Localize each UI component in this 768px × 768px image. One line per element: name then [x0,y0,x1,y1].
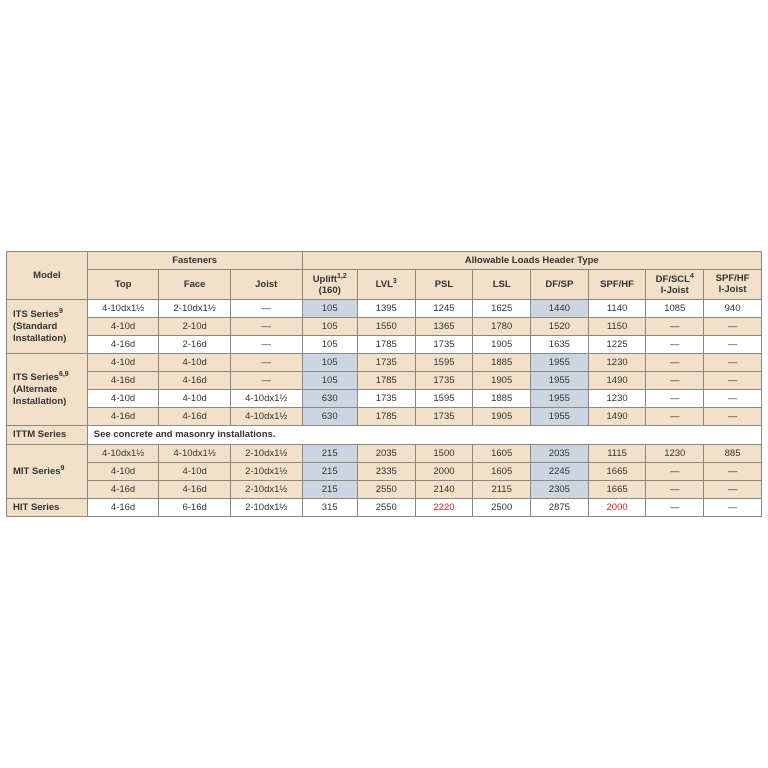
hdr-spfhf-ijoist: SPF/HFI-Joist [704,269,762,299]
hdr-top: Top [87,269,159,299]
model-hit: HIT Series [7,498,88,517]
hdr-joist: Joist [230,269,302,299]
table-row: 4-16d4-16d4-10dx1½ 630178517351905195514… [7,407,762,425]
table-row: ITS Series9(StandardInstallation) 4-10dx… [7,299,762,317]
model-its-std: ITS Series9(StandardInstallation) [7,299,88,353]
hdr-face: Face [159,269,231,299]
table-row: ITS Series6,9(AlternateInstallation) 4-1… [7,353,762,371]
table-row: 4-16d4-16d2-10dx1½ 215255021402115230516… [7,480,762,498]
hdr-uplift: Uplift1,2(160) [302,269,357,299]
table-row: 4-16d4-16d— 10517851735190519551490—— [7,371,762,389]
ittm-note: See concrete and masonry installations. [87,425,761,444]
table-row: 4-16d2-16d— 10517851735190516351225—— [7,335,762,353]
model-its-alt: ITS Series6,9(AlternateInstallation) [7,353,88,425]
table-row: 4-10d2-10d— 10515501365178015201150—— [7,317,762,335]
hdr-psl: PSL [415,269,473,299]
hdr-spfhf: SPF/HF [588,269,646,299]
hdr-allowable: Allowable Loads Header Type [302,251,762,269]
hdr-dfscl-ijoist: DF/SCL4I-Joist [646,269,704,299]
hdr-fasteners: Fasteners [87,251,302,269]
hdr-lsl: LSL [473,269,531,299]
load-table-container: Model Fasteners Allowable Loads Header T… [6,251,762,518]
model-ittm: ITTM Series [7,425,88,444]
table-row: HIT Series 4-16d6-16d2-10dx1½ 3152550222… [7,498,762,517]
table-row: MIT Series9 4-10dx1½4-10dx1½2-10dx1½ 215… [7,444,762,462]
hdr-dfsp: DF/SP [531,269,589,299]
table-row: ITTM Series See concrete and masonry ins… [7,425,762,444]
table-row: 4-10d4-10d2-10dx1½ 215233520001605224516… [7,462,762,480]
hdr-lvl: LVL3 [357,269,415,299]
model-mit: MIT Series9 [7,444,88,498]
hdr-model: Model [7,251,88,299]
allowable-loads-table: Model Fasteners Allowable Loads Header T… [6,251,762,518]
table-row: 4-10d4-10d4-10dx1½ 630173515951885195512… [7,389,762,407]
